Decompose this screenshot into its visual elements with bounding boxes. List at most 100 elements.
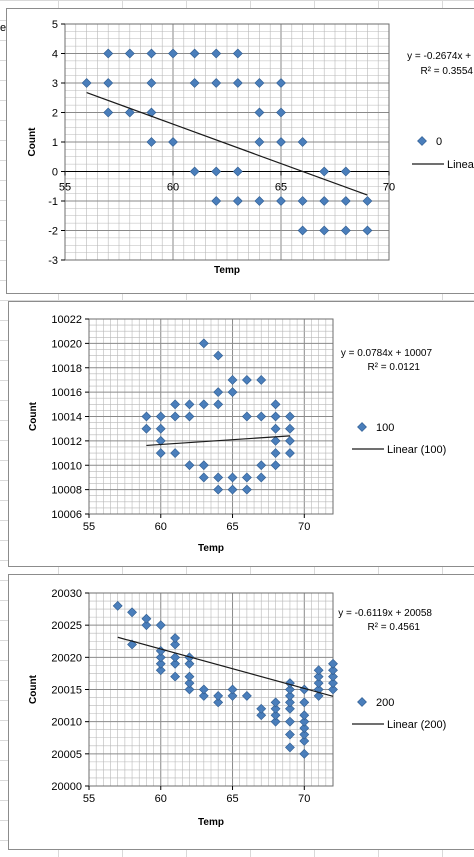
chart-count-100[interactable]: 10006 10008 10010 10012 10014 10016 10018 10020… <box>8 301 474 567</box>
data-point <box>189 166 200 177</box>
y-axis-title: Count <box>27 127 38 157</box>
y-tick-label: 20000 <box>51 781 82 793</box>
y-tick-label: 20030 <box>51 588 82 600</box>
data-point <box>270 399 281 410</box>
data-point <box>313 665 324 676</box>
data-point <box>276 107 286 118</box>
chart-count-200[interactable]: 20000 20005 20010 20015 20020 20025 20030 55 60 6… <box>8 574 474 850</box>
y-tick-label: -2 <box>48 226 58 238</box>
data-point <box>285 691 295 701</box>
data-point <box>270 697 281 708</box>
data-point <box>285 697 295 708</box>
data-point <box>285 448 295 458</box>
data-point <box>227 684 238 695</box>
data-point <box>155 658 166 669</box>
data-point <box>155 665 166 676</box>
data-point <box>198 460 209 471</box>
data-point <box>146 78 157 88</box>
x-tick-label: 65 <box>226 521 238 533</box>
data-point <box>227 375 238 385</box>
data-point <box>227 691 238 701</box>
data-point <box>211 78 222 88</box>
data-point <box>141 411 152 422</box>
trendline-equation: y = -0.2674x + 17 <box>407 51 474 62</box>
data-point <box>155 620 166 631</box>
data-point <box>299 716 310 727</box>
legend-series-label: 100 <box>376 422 394 434</box>
data-point <box>285 684 295 695</box>
data-point <box>276 137 286 147</box>
data-point <box>270 710 281 721</box>
data-point <box>328 671 338 682</box>
data-point <box>146 137 157 147</box>
y-tick-label: 10016 <box>51 387 82 399</box>
data-point <box>319 166 330 177</box>
data-point <box>328 658 338 669</box>
data-point <box>198 691 209 701</box>
data-point <box>232 78 243 88</box>
data-point <box>319 196 330 206</box>
data-point <box>170 399 181 410</box>
y-tick-label: 3 <box>52 78 58 90</box>
data-point <box>211 166 222 177</box>
legend-trendline-label: Linear <box>447 159 474 171</box>
x-tick-label: 55 <box>83 793 95 805</box>
data-point <box>270 411 281 422</box>
y-tick-label: 20015 <box>51 685 82 697</box>
data-point <box>227 387 238 398</box>
data-point <box>112 600 123 611</box>
trendline-r-squared: R² = 0.0121 <box>367 362 420 373</box>
y-tick-label: 5 <box>52 19 58 31</box>
y-tick-label: 20025 <box>51 620 82 632</box>
data-point <box>198 684 209 695</box>
data-point <box>198 338 209 349</box>
data-point <box>362 225 373 236</box>
data-point <box>227 484 238 495</box>
data-point <box>155 448 166 458</box>
data-points <box>112 600 338 759</box>
trendline <box>117 636 334 697</box>
y-tick-label: 1 <box>52 137 58 149</box>
data-point <box>297 225 308 236</box>
data-point <box>213 387 224 398</box>
x-tick-label: 65 <box>275 182 287 194</box>
data-point <box>155 411 166 422</box>
data-point <box>198 472 209 483</box>
x-tick-label: 60 <box>167 182 179 194</box>
x-tick-label: 70 <box>298 521 310 533</box>
data-point <box>297 196 308 206</box>
data-point <box>254 78 265 88</box>
x-axis-title: Temp <box>198 543 224 554</box>
y-axis-title: Count <box>28 674 39 704</box>
data-point <box>213 691 224 701</box>
data-point <box>256 703 267 714</box>
data-point <box>256 411 267 422</box>
data-point <box>313 678 324 688</box>
data-point <box>299 748 310 759</box>
data-point <box>299 736 310 746</box>
data-point <box>254 137 265 147</box>
y-tick-label: 20010 <box>51 717 82 729</box>
data-point <box>256 460 267 471</box>
data-point <box>232 196 243 206</box>
data-point <box>285 411 295 422</box>
data-point <box>319 225 330 236</box>
data-point <box>81 78 92 88</box>
data-point <box>299 723 310 734</box>
data-point <box>141 423 152 434</box>
data-point <box>256 710 267 721</box>
chart-count-0[interactable]: -3 -2 -1 0 1 2 3 4 5 55 60 65 70 Temp Count y = -0.2674… <box>6 8 474 294</box>
data-point <box>184 411 195 422</box>
legend-series-label: 200 <box>376 697 394 709</box>
y-tick-label: 4 <box>52 49 58 61</box>
legend-series-label: 0 <box>436 136 442 148</box>
data-point <box>328 665 338 676</box>
data-point <box>285 716 295 727</box>
data-point <box>299 729 310 740</box>
x-tick-label: 55 <box>59 182 71 194</box>
data-point <box>141 620 152 631</box>
y-tick-label: -3 <box>48 255 58 267</box>
x-axis-title: Temp <box>214 265 240 276</box>
data-point <box>328 678 338 688</box>
data-point <box>184 671 195 682</box>
